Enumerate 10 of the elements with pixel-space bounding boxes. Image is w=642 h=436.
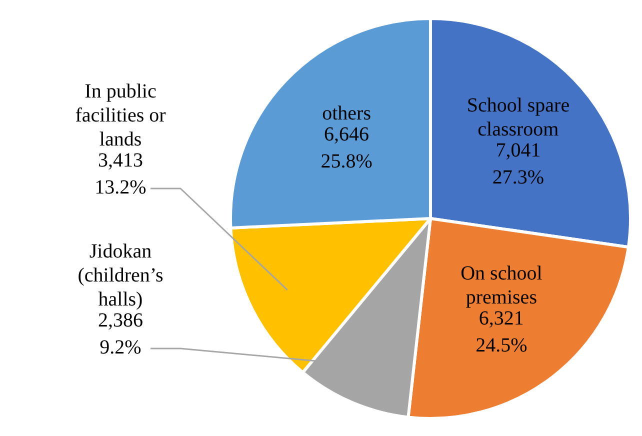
slice-label: Jidokan (children’s halls)	[78, 240, 164, 310]
data-label: 3,413 13.2%	[94, 150, 146, 198]
slice-label: School spare classroom	[466, 94, 570, 141]
data-label: 7,041 27.3%	[492, 140, 544, 189]
slice-label: others	[322, 102, 372, 124]
slice-label: On school premises	[460, 262, 543, 308]
data-label: 6,321 24.5%	[476, 307, 528, 356]
data-label: 2,386 9.2%	[98, 310, 143, 358]
data-label: 6,646 25.8%	[320, 123, 372, 172]
slice-label: In public facilities or lands	[75, 80, 166, 150]
